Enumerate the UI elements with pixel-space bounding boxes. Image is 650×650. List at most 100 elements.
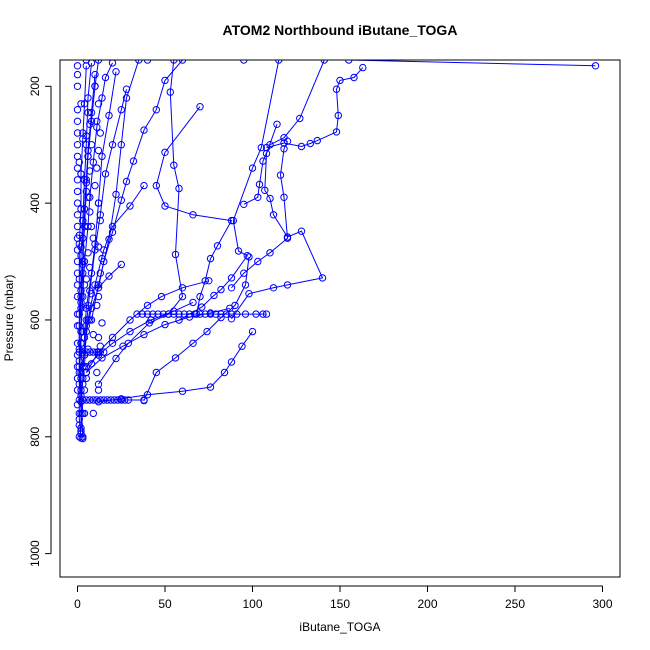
data-point	[79, 434, 87, 443]
data-point	[96, 348, 105, 356]
data-point	[73, 129, 82, 137]
data-point	[220, 368, 229, 377]
y-tick-label: 200	[28, 76, 42, 96]
data-point	[126, 316, 134, 324]
data-point	[73, 269, 82, 277]
data-point	[306, 139, 314, 148]
data-point	[164, 310, 173, 318]
data-point	[73, 211, 82, 219]
data-point	[91, 181, 99, 190]
data-point	[73, 222, 82, 231]
data-point	[122, 94, 131, 102]
data-point	[77, 170, 85, 178]
data-point	[108, 333, 117, 342]
series-line	[78, 65, 87, 439]
data-point	[245, 290, 253, 298]
data-point	[140, 181, 148, 190]
data-point	[73, 62, 82, 70]
data-point	[161, 202, 169, 210]
data-point	[103, 396, 112, 404]
data-point	[73, 187, 82, 196]
data-point	[212, 310, 220, 318]
data-point	[96, 396, 105, 404]
data-point	[273, 120, 281, 129]
data-point	[117, 260, 126, 269]
y-tick-label: 1000	[28, 540, 42, 567]
data-point	[73, 117, 82, 126]
data-point	[122, 177, 131, 186]
series-line	[143, 256, 250, 401]
data-point	[82, 62, 91, 70]
data-point	[98, 319, 106, 327]
data-point	[80, 409, 89, 418]
data-point	[121, 396, 129, 404]
data-point	[73, 176, 82, 184]
data-point	[86, 396, 94, 404]
data-point	[89, 158, 98, 166]
data-point	[77, 339, 85, 347]
data-point	[262, 149, 271, 158]
data-point	[94, 284, 103, 292]
data-point	[276, 171, 285, 179]
data-point	[82, 316, 91, 324]
data-point	[591, 62, 600, 70]
data-point	[94, 386, 103, 394]
data-point	[108, 339, 117, 347]
data-point	[82, 322, 91, 330]
data-point	[245, 253, 253, 261]
data-point	[98, 254, 106, 263]
data-point	[89, 409, 98, 418]
data-point	[283, 281, 292, 289]
series-run-2	[75, 396, 148, 404]
data-point	[79, 327, 87, 336]
data-point	[84, 146, 92, 155]
data-point	[143, 301, 152, 310]
data-point	[96, 129, 105, 137]
data-point	[94, 146, 103, 155]
data-point	[254, 257, 262, 266]
data-point	[280, 145, 288, 153]
data-point	[117, 141, 126, 149]
data-point	[94, 100, 103, 108]
data-point	[257, 143, 265, 152]
data-point	[96, 216, 105, 225]
data-point	[336, 76, 344, 85]
x-tick-label: 50	[158, 597, 172, 611]
data-point	[82, 275, 91, 283]
data-point	[189, 211, 197, 219]
data-point	[87, 108, 96, 117]
data-point	[82, 179, 91, 187]
data-point	[240, 60, 248, 64]
data-point	[93, 123, 101, 131]
data-point	[73, 292, 82, 301]
x-tick-label: 150	[330, 597, 350, 611]
data-point	[100, 396, 108, 404]
data-point	[84, 222, 92, 231]
data-point	[86, 208, 94, 216]
data-point	[89, 234, 98, 242]
data-point	[84, 249, 92, 257]
data-point	[161, 76, 169, 85]
data-point	[178, 292, 187, 301]
data-point	[185, 310, 194, 318]
chart-title: ATOM2 Northbound iButane_TOGA	[223, 22, 458, 38]
data-point	[77, 252, 85, 260]
data-point	[100, 348, 108, 356]
data-point	[77, 304, 85, 312]
data-point	[233, 310, 241, 318]
data-point	[75, 396, 84, 404]
data-point	[332, 128, 341, 136]
data-point	[94, 333, 103, 342]
data-point	[73, 246, 82, 254]
data-point	[201, 310, 210, 318]
series-line	[266, 67, 364, 149]
data-point	[101, 170, 110, 178]
data-point	[259, 310, 267, 318]
data-point	[170, 60, 178, 64]
data-point	[152, 181, 161, 190]
x-tick-label: 200	[417, 597, 437, 611]
data-point	[93, 396, 101, 404]
series-line	[178, 60, 280, 321]
series-22	[80, 85, 131, 371]
